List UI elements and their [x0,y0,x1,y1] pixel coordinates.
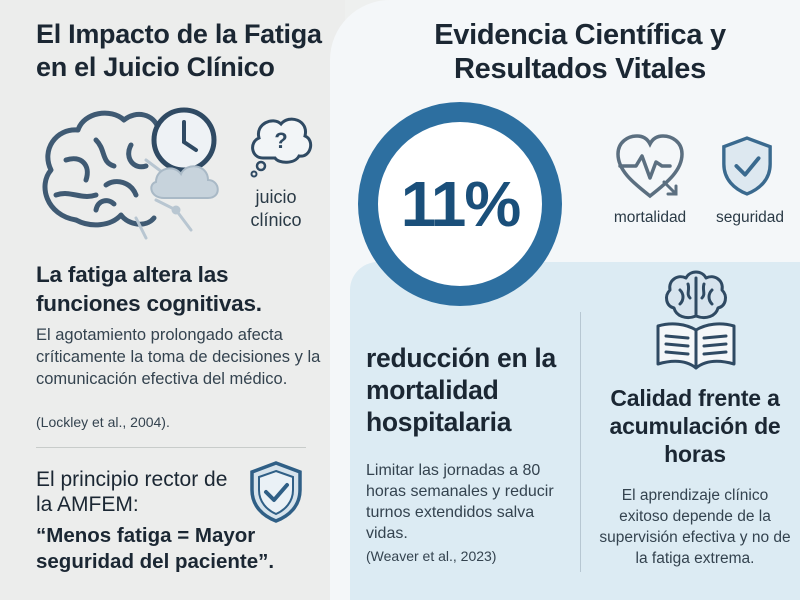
evidence-panel [350,262,800,600]
reduction-heading: reducción en la mortalidad hospitalaria [366,343,556,437]
reduction-text: Limitar las jornadas a 80 horas semanale… [366,462,554,542]
right-title: Evidencia Científica y Resultados Vitale… [434,19,726,85]
lockley-citation: (Lockley et al., 2004). [36,414,170,430]
safety-label: seguridad [715,209,785,226]
weaver-citation: (Weaver et al., 2023) [366,548,497,564]
left-title: El Impacto de la Fatiga en el Juicio Clí… [36,19,322,82]
vertical-divider [580,312,581,572]
brain-clock-icon [42,107,219,240]
juicio-label: juicio clínico [250,187,302,230]
cognitive-heading: La fatiga altera las funciones cognitiva… [36,262,262,316]
mortality-percentage: 11% [400,168,522,240]
percentage-ring [358,102,562,306]
shield-check-icon [250,461,302,523]
principle-quote: “Menos fatiga = Mayor seguridad del paci… [36,524,275,573]
quality-heading: Calidad frente a acumulación de horas [609,385,781,467]
cognitive-paragraph: El agotamiento prolongado afecta crítica… [36,326,321,388]
quality-text: El aprendizaje clínico exitoso depende d… [599,487,791,567]
mortality-label: mortalidad [613,209,687,226]
heart-pulse-icon [616,134,684,199]
horizontal-divider [36,447,306,448]
principle-text: El principio rector de la AMFEM: [36,468,228,516]
svg-text:?: ? [274,128,287,153]
brain-book-icon [656,270,736,370]
thought-question-icon: ? [250,117,313,178]
shield-check-icon [722,136,772,196]
